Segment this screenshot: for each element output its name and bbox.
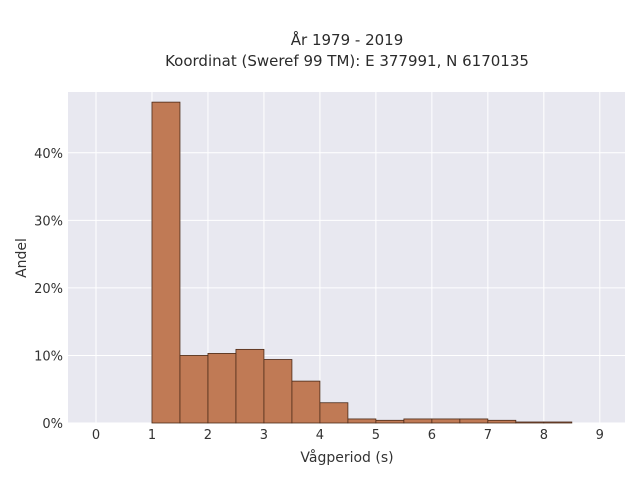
histogram-bar bbox=[375, 419, 405, 424]
histogram-bar bbox=[319, 402, 349, 424]
y-tick-label: 30% bbox=[34, 214, 63, 229]
y-axis-title: Andel bbox=[14, 238, 30, 278]
histogram-bar bbox=[235, 348, 265, 424]
x-tick-label: 6 bbox=[428, 428, 436, 443]
x-tick-label: 5 bbox=[372, 428, 380, 443]
bars bbox=[151, 101, 573, 424]
x-tick-label: 2 bbox=[204, 428, 212, 443]
histogram-bar bbox=[515, 421, 545, 424]
histogram-bar bbox=[543, 421, 573, 424]
x-axis-title: Vågperiod (s) bbox=[300, 449, 393, 466]
histogram-bar bbox=[207, 353, 237, 424]
x-tick-label: 4 bbox=[316, 428, 324, 443]
y-tick-label: 40% bbox=[34, 147, 63, 162]
histogram-bar bbox=[347, 418, 377, 424]
x-tick-label: 3 bbox=[260, 428, 268, 443]
histogram-bar bbox=[431, 418, 461, 424]
x-tick-label: 0 bbox=[92, 428, 100, 443]
histogram-bar bbox=[459, 418, 489, 424]
x-tick-label: 1 bbox=[148, 428, 156, 443]
x-tick-label: 9 bbox=[596, 428, 604, 443]
histogram-bar bbox=[403, 418, 433, 424]
histogram-bar bbox=[263, 359, 293, 424]
chart-title-line-2: Koordinat (Sweref 99 TM): E 377991, N 61… bbox=[165, 52, 529, 70]
chart-title-line-1: År 1979 - 2019 bbox=[291, 30, 404, 49]
x-tick-label: 7 bbox=[484, 428, 492, 443]
histogram-bar bbox=[151, 101, 181, 424]
y-tick-label: 10% bbox=[34, 349, 63, 364]
histogram-bar bbox=[291, 380, 321, 424]
y-tick-label: 20% bbox=[34, 282, 63, 297]
histogram-bar bbox=[179, 355, 209, 424]
x-tick-label: 8 bbox=[540, 428, 548, 443]
tick-labels: 0 1 2 3 4 5 6 7 8 9 0% 10% 20% 30% 40% bbox=[34, 147, 604, 443]
histogram-bar bbox=[487, 419, 517, 424]
y-tick-label: 0% bbox=[42, 417, 63, 432]
